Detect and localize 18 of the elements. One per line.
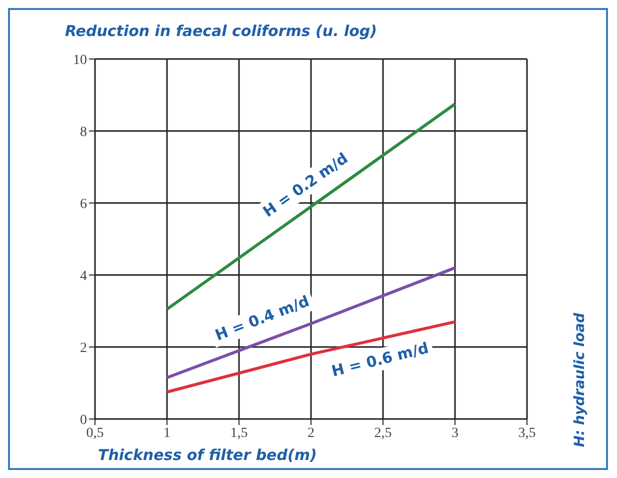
x-tick-label: 1 <box>164 426 170 441</box>
x-axis-title: Thickness of filter bed(m) <box>98 446 317 464</box>
y-tick-label: 10 <box>73 52 87 68</box>
y-tick-label: 4 <box>80 268 87 284</box>
text: H = 0.4 m/d <box>212 292 312 344</box>
y-tick-label: 8 <box>80 124 87 140</box>
y-tick-label: 6 <box>80 196 87 212</box>
x-tick-label: 3,5 <box>518 426 536 441</box>
chart-title: Reduction in faecal coliforms (u. log) <box>65 22 378 40</box>
x-tick-label: 2,5 <box>374 426 392 441</box>
text: H = 0.6 m/d <box>330 338 430 380</box>
x-tick-label: 1,5 <box>230 426 248 441</box>
x-tick-label: 3 <box>452 426 458 441</box>
text: H: hydraulic load <box>572 312 588 448</box>
x-tick-label: 2 <box>308 426 314 441</box>
y-tick-label: 0 <box>80 412 87 428</box>
y-tick-label: 2 <box>80 340 87 356</box>
x-tick-label: 0,5 <box>86 426 104 441</box>
